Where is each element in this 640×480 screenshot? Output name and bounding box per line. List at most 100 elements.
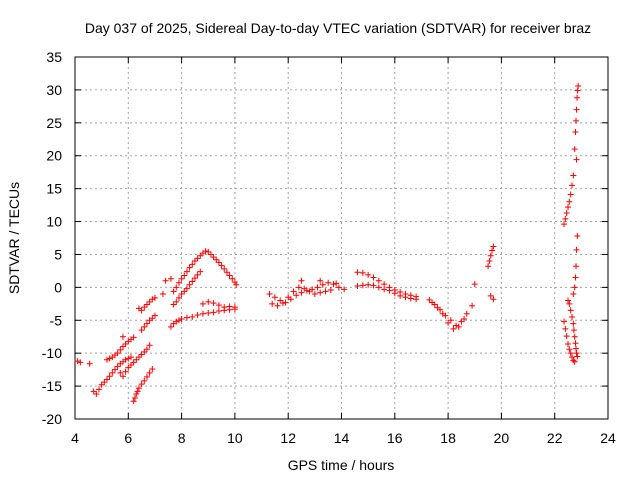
- data-point: [183, 314, 190, 321]
- data-point: [183, 285, 190, 292]
- data-point: [178, 315, 185, 322]
- data-point: [407, 295, 414, 302]
- data-point: [570, 290, 577, 297]
- data-point: [131, 394, 138, 401]
- data-point: [151, 312, 158, 319]
- data-point: [301, 285, 308, 292]
- x-axis-label: GPS time / hours: [288, 457, 395, 473]
- data-point: [574, 87, 581, 94]
- data-point: [141, 348, 148, 355]
- data-point: [573, 350, 580, 357]
- data-point: [106, 355, 113, 362]
- data-point: [317, 277, 324, 284]
- x-tick-label: 8: [178, 430, 186, 446]
- data-point: [90, 388, 97, 395]
- data-point: [130, 359, 137, 366]
- y-tick-label: 30: [46, 82, 62, 98]
- data-point: [298, 289, 305, 296]
- data-point: [226, 303, 233, 310]
- data-point: [439, 310, 446, 317]
- y-tick-label: 20: [46, 148, 62, 164]
- data-point: [101, 379, 108, 386]
- data-point: [573, 156, 580, 163]
- data-point: [333, 280, 340, 287]
- y-tick-label: 15: [46, 181, 62, 197]
- data-point: [282, 299, 289, 306]
- data-point: [106, 373, 113, 380]
- data-point: [570, 172, 577, 179]
- data-point: [463, 310, 470, 317]
- x-tick-label: 18: [440, 430, 456, 446]
- data-point: [175, 294, 182, 301]
- data-point: [146, 342, 153, 349]
- data-point: [269, 300, 276, 307]
- data-point: [293, 292, 300, 299]
- data-point: [319, 281, 326, 288]
- data-point: [298, 277, 305, 284]
- data-point: [103, 356, 110, 363]
- data-point: [311, 290, 318, 297]
- data-point: [103, 376, 110, 383]
- data-point: [365, 281, 372, 288]
- data-point: [122, 356, 129, 363]
- data-point: [561, 318, 568, 325]
- data-points: [74, 82, 582, 405]
- data-point: [574, 353, 581, 360]
- data-point: [486, 258, 493, 265]
- data-point: [197, 268, 204, 275]
- data-point: [471, 281, 478, 288]
- data-point: [143, 320, 150, 327]
- data-point: [194, 255, 201, 262]
- data-point: [229, 275, 236, 282]
- data-point: [134, 388, 141, 395]
- data-point: [375, 284, 382, 291]
- data-point: [149, 296, 156, 303]
- data-point: [490, 296, 497, 303]
- data-point: [295, 284, 302, 291]
- grid: [75, 57, 608, 419]
- x-tick-label: 20: [494, 430, 510, 446]
- data-point: [119, 343, 126, 350]
- data-point: [138, 351, 145, 358]
- x-tick-label: 16: [387, 430, 403, 446]
- data-point: [143, 346, 150, 353]
- y-tick-label: -15: [42, 378, 62, 394]
- data-point: [181, 288, 188, 295]
- data-point: [125, 364, 132, 371]
- data-point: [167, 275, 174, 282]
- data-point: [215, 302, 222, 309]
- x-tick-label: 12: [280, 430, 296, 446]
- data-point: [77, 359, 84, 366]
- data-point: [570, 320, 577, 327]
- data-point: [575, 82, 582, 89]
- data-point: [391, 290, 398, 297]
- x-tick-label: 14: [334, 430, 350, 446]
- y-tick-label: -10: [42, 345, 62, 361]
- data-point: [194, 271, 201, 278]
- data-point: [574, 233, 581, 240]
- data-point: [117, 369, 124, 376]
- data-point: [173, 284, 180, 291]
- data-point: [458, 318, 465, 325]
- data-point: [213, 256, 220, 263]
- data-point: [306, 288, 313, 295]
- data-point: [109, 369, 116, 376]
- data-point: [181, 272, 188, 279]
- data-point: [114, 350, 121, 357]
- data-point: [86, 360, 93, 367]
- data-point: [221, 265, 228, 272]
- data-point: [562, 325, 569, 332]
- data-point: [199, 310, 206, 317]
- data-point: [565, 297, 572, 304]
- data-point: [561, 221, 568, 228]
- data-point: [167, 323, 174, 330]
- data-point: [314, 284, 321, 291]
- data-point: [279, 300, 286, 307]
- data-point: [122, 368, 129, 375]
- data-point: [74, 358, 81, 365]
- y-tick-label: 5: [54, 246, 62, 262]
- data-point: [325, 279, 332, 286]
- data-point: [223, 269, 230, 276]
- data-point: [135, 385, 142, 392]
